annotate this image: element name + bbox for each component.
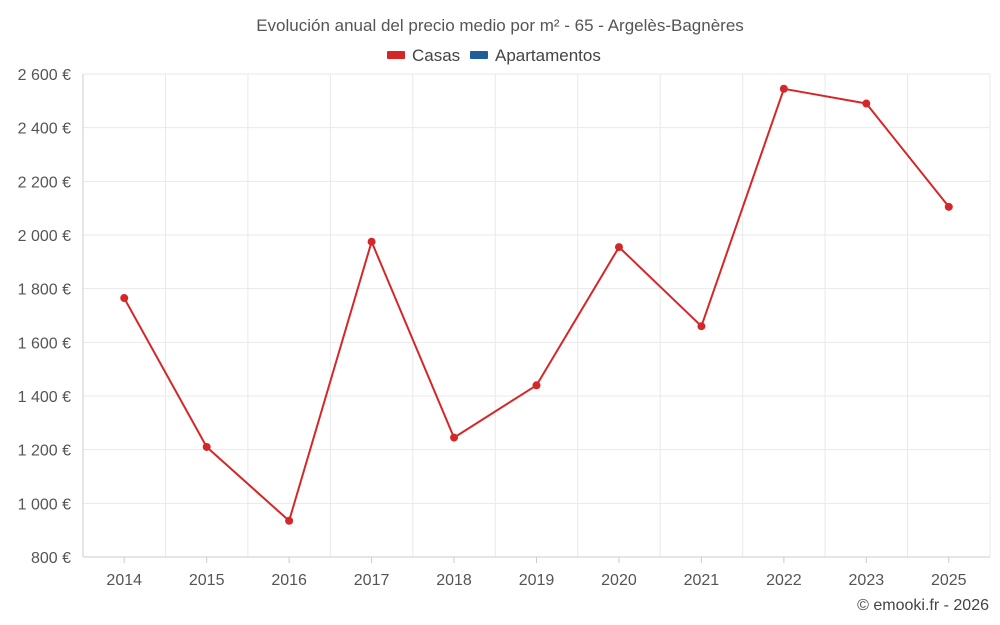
x-tick-label: 2014 [106, 572, 142, 589]
x-tick-label: 2019 [519, 572, 555, 589]
data-point-casas[interactable] [450, 433, 459, 442]
data-point-casas[interactable] [532, 381, 541, 390]
x-axis-ticks: 2014 2015 2016 2017 2018 2019 2020 2021 2022 2023… [106, 557, 967, 589]
data-point-casas[interactable] [944, 202, 953, 211]
y-tick-label: 1 000 € [18, 496, 71, 513]
x-tick-label: 2017 [354, 572, 390, 589]
y-tick-label: 1 600 € [18, 335, 71, 352]
data-point-casas[interactable] [285, 516, 294, 525]
x-tick-label: 2015 [189, 572, 225, 589]
legend-swatch-casas [387, 51, 405, 59]
y-tick-label: 2 000 € [18, 228, 71, 245]
legend-item-apartamentos[interactable]: Apartamentos [470, 46, 601, 65]
x-tick-label: 2020 [601, 572, 637, 589]
x-tick-label: 2023 [849, 572, 885, 589]
series [120, 84, 953, 525]
legend-swatch-apartamentos [470, 51, 488, 59]
y-tick-label: 1 400 € [18, 389, 71, 406]
y-tick-label: 1 200 € [18, 443, 71, 460]
data-point-casas[interactable] [779, 84, 788, 93]
grid [82, 73, 991, 557]
data-point-casas[interactable] [120, 294, 129, 303]
y-tick-label: 2 200 € [18, 174, 71, 191]
data-point-casas[interactable] [697, 322, 706, 331]
x-tick-label: 2018 [436, 572, 472, 589]
legend-label-apartamentos: Apartamentos [495, 46, 601, 65]
data-point-casas[interactable] [862, 99, 871, 108]
x-tick-label: 2022 [766, 572, 802, 589]
x-tick-label: 2021 [684, 572, 720, 589]
legend-item-casas[interactable]: Casas [387, 46, 460, 65]
data-point-casas[interactable] [614, 243, 623, 252]
legend-label-casas: Casas [412, 46, 460, 65]
legend[interactable]: Casas Apartamentos [387, 46, 601, 65]
y-tick-label: 2 400 € [18, 121, 71, 138]
y-axis-ticks: 800 € 1 000 € 1 200 € 1 400 € 1 600 € 1 800 €… [18, 67, 71, 567]
axes [82, 74, 990, 558]
y-tick-label: 2 600 € [18, 67, 71, 84]
data-point-casas[interactable] [367, 237, 376, 246]
y-tick-label: 1 800 € [18, 282, 71, 299]
y-tick-label: 800 € [31, 550, 71, 567]
x-tick-label: 2016 [271, 572, 307, 589]
chart-title: Evolución anual del precio medio por m² … [256, 16, 744, 35]
credit-text: © emooki.fr - 2026 [857, 597, 989, 614]
x-tick-label: 2025 [931, 572, 967, 589]
data-point-casas[interactable] [202, 442, 211, 451]
